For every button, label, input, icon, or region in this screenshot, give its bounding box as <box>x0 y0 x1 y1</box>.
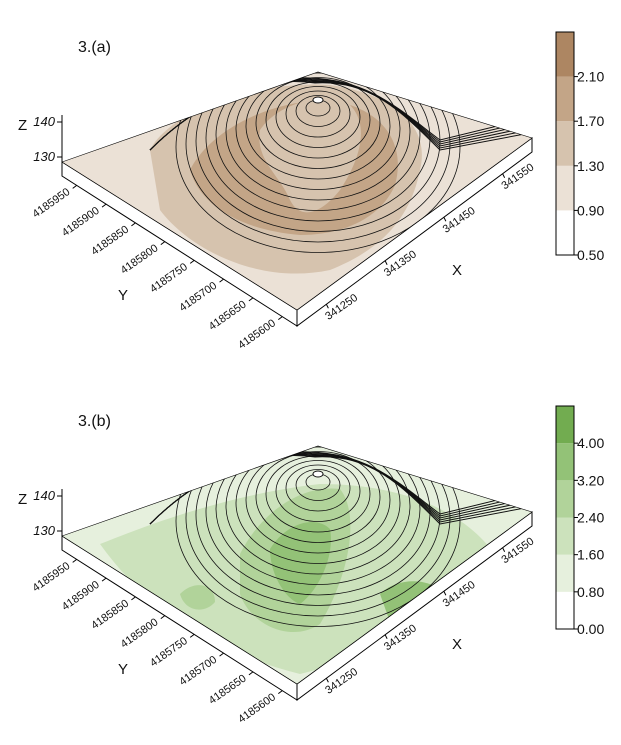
x-tick <box>385 635 387 639</box>
panel: 3.(b) 130 140 Z 4185600418565041857004185750… <box>18 406 604 726</box>
colorbar-tick-label: 2.40 <box>577 510 604 526</box>
y-tick <box>278 691 282 694</box>
colorbar-segment <box>556 555 574 592</box>
y-axis-label: Y <box>118 287 128 304</box>
y-tick <box>220 279 224 282</box>
y-tick <box>73 185 77 188</box>
colorbar-segment <box>556 518 574 555</box>
colorbar-tick-label: 0.50 <box>577 247 604 263</box>
y-tick <box>249 298 253 301</box>
z-axis-label: Z <box>18 117 27 134</box>
x-axis-label: X <box>452 636 462 653</box>
x-tick <box>503 174 505 178</box>
x-axis-label: X <box>452 262 462 279</box>
panel-title: 3.(a) <box>78 39 111 56</box>
z-tick-label: 140 <box>33 488 55 503</box>
y-tick <box>249 672 253 675</box>
y-tick-label: 4185600 <box>236 317 278 351</box>
z-tick-label: 140 <box>33 114 55 129</box>
y-tick <box>73 559 77 562</box>
figure: 3.(a)130140Z4185600418565041857004185750… <box>0 0 621 745</box>
y-tick-label: 4185750 <box>148 261 190 295</box>
y-tick <box>161 616 165 619</box>
summit <box>313 97 323 103</box>
y-tick-label: 4185650 <box>207 673 249 707</box>
z-axis-label: Z <box>18 491 27 508</box>
y-axis-label: Y <box>118 661 128 678</box>
colorbar-tick-label: 1.60 <box>577 547 604 563</box>
y-tick <box>278 317 282 320</box>
colorbar-tick-label: 0.00 <box>577 621 604 637</box>
colorbar-segment <box>556 406 574 443</box>
y-tick <box>102 578 106 581</box>
x-tick <box>326 678 328 682</box>
x-tick <box>326 304 328 308</box>
colorbar-segment <box>556 77 574 122</box>
y-tick-label: 4185950 <box>30 560 72 594</box>
colorbar-segment <box>556 592 574 629</box>
y-tick-label: 4185850 <box>89 598 131 632</box>
z-tick-label: 130 <box>33 523 55 538</box>
y-tick-label: 4185800 <box>119 242 161 276</box>
colorbar-tick-label: 4.00 <box>577 435 604 451</box>
y-tick <box>220 653 224 656</box>
colorbar-tick-label: 2.10 <box>577 69 604 85</box>
y-tick <box>102 204 106 207</box>
y-tick-label: 4185600 <box>236 691 278 725</box>
y-tick <box>161 242 165 245</box>
summit <box>313 471 323 477</box>
y-tick-label: 4185800 <box>119 616 161 650</box>
y-tick-label: 4185700 <box>177 654 219 688</box>
colorbar-tick-label: 1.70 <box>577 113 604 129</box>
y-tick-label: 4185950 <box>30 186 72 220</box>
colorbar-segment <box>556 210 574 255</box>
colorbar-segment <box>556 166 574 211</box>
colorbar-tick-label: 0.90 <box>577 202 604 218</box>
x-tick <box>385 261 387 265</box>
colorbar-tick-label: 3.20 <box>577 472 604 488</box>
y-tick <box>131 223 135 226</box>
colorbar-segment <box>556 480 574 517</box>
y-tick <box>131 597 135 600</box>
y-tick-label: 4185850 <box>89 224 131 258</box>
colorbar-segment <box>556 32 574 77</box>
x-tick <box>444 591 446 595</box>
y-tick-label: 4185900 <box>60 205 102 239</box>
x-tick <box>444 217 446 221</box>
y-tick-label: 4185650 <box>207 299 249 333</box>
y-tick <box>190 260 194 263</box>
colorbar-tick-label: 1.30 <box>577 158 604 174</box>
y-tick <box>190 634 194 637</box>
y-tick-label: 4185750 <box>148 635 190 669</box>
z-tick-label: 130 <box>33 149 55 164</box>
y-tick-label: 4185900 <box>60 579 102 613</box>
colorbar-segment <box>556 121 574 166</box>
x-tick <box>503 548 505 552</box>
colorbar-segment <box>556 443 574 480</box>
colorbar-tick-label: 0.80 <box>577 584 604 600</box>
panel: 3.(a) 130 140 Z 4185600418565041857004185750… <box>18 32 604 352</box>
y-tick-label: 4185700 <box>177 280 219 314</box>
panel-title: 3.(b) <box>78 413 111 430</box>
